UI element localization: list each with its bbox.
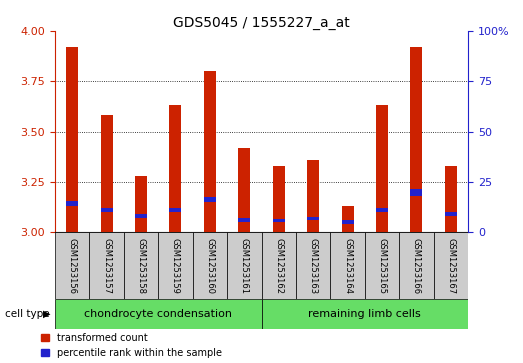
Bar bbox=[342, 206, 354, 232]
Text: GSM1253158: GSM1253158 bbox=[137, 238, 145, 294]
Bar bbox=[204, 71, 216, 232]
Text: GSM1253164: GSM1253164 bbox=[343, 238, 352, 294]
Bar bbox=[89, 232, 124, 299]
Text: cell type: cell type bbox=[5, 309, 50, 319]
Text: ▶: ▶ bbox=[43, 309, 50, 319]
Bar bbox=[411, 189, 423, 196]
Bar bbox=[296, 232, 331, 299]
Bar bbox=[445, 212, 457, 216]
Bar bbox=[434, 232, 468, 299]
Bar bbox=[262, 299, 468, 329]
Bar bbox=[238, 148, 251, 232]
Bar bbox=[100, 208, 112, 212]
Bar bbox=[262, 232, 296, 299]
Text: chondrocyte condensation: chondrocyte condensation bbox=[84, 309, 232, 319]
Bar bbox=[158, 232, 192, 299]
Text: GSM1253167: GSM1253167 bbox=[446, 238, 456, 294]
Bar bbox=[272, 166, 285, 232]
Bar bbox=[238, 218, 251, 222]
Bar bbox=[55, 232, 89, 299]
Bar bbox=[204, 197, 216, 202]
Text: GSM1253161: GSM1253161 bbox=[240, 238, 249, 294]
Legend: transformed count, percentile rank within the sample: transformed count, percentile rank withi… bbox=[41, 333, 222, 358]
Bar bbox=[55, 299, 262, 329]
Text: GSM1253162: GSM1253162 bbox=[274, 238, 283, 294]
Bar bbox=[192, 232, 227, 299]
Bar bbox=[307, 160, 319, 232]
Bar bbox=[135, 214, 147, 218]
Bar bbox=[100, 115, 112, 232]
Bar bbox=[169, 105, 181, 232]
Bar bbox=[445, 166, 457, 232]
Text: GSM1253159: GSM1253159 bbox=[171, 238, 180, 294]
Bar bbox=[307, 217, 319, 220]
Bar bbox=[342, 220, 354, 224]
Text: GSM1253157: GSM1253157 bbox=[102, 238, 111, 294]
Bar bbox=[124, 232, 158, 299]
Text: GSM1253166: GSM1253166 bbox=[412, 238, 421, 294]
Text: GSM1253160: GSM1253160 bbox=[206, 238, 214, 294]
Bar bbox=[135, 176, 147, 232]
Bar bbox=[411, 47, 423, 232]
Bar bbox=[376, 105, 388, 232]
Bar bbox=[365, 232, 399, 299]
Bar bbox=[399, 232, 434, 299]
Text: GSM1253156: GSM1253156 bbox=[67, 238, 77, 294]
Bar bbox=[66, 47, 78, 232]
Title: GDS5045 / 1555227_a_at: GDS5045 / 1555227_a_at bbox=[173, 16, 350, 30]
Bar bbox=[376, 208, 388, 212]
Bar bbox=[227, 232, 262, 299]
Bar bbox=[66, 201, 78, 206]
Text: GSM1253163: GSM1253163 bbox=[309, 238, 317, 294]
Text: remaining limb cells: remaining limb cells bbox=[309, 309, 421, 319]
Bar bbox=[331, 232, 365, 299]
Bar bbox=[272, 219, 285, 222]
Bar bbox=[169, 208, 181, 212]
Text: GSM1253165: GSM1253165 bbox=[378, 238, 386, 294]
